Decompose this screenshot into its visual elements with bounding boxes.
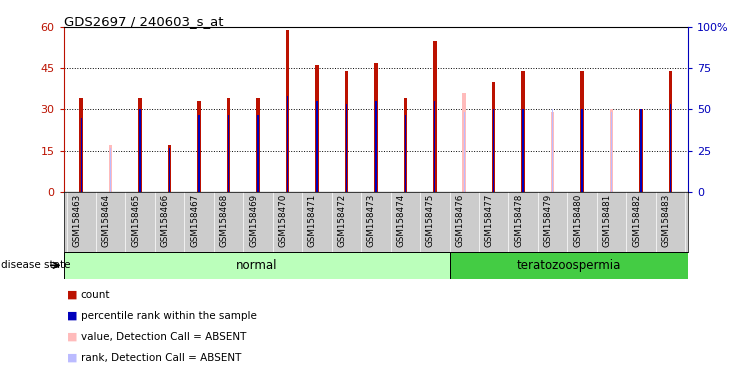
Bar (434, 101, 435, 192)
Bar (611, 112, 613, 192)
Text: normal: normal (236, 259, 278, 272)
Text: GSM158463: GSM158463 (73, 194, 82, 247)
Bar (522, 109, 524, 192)
Text: GSM158468: GSM158468 (220, 194, 229, 247)
Bar (315, 65, 319, 192)
Bar (345, 71, 348, 192)
Text: rank, Detection Call = ABSENT: rank, Detection Call = ABSENT (81, 353, 241, 363)
Bar (228, 115, 230, 192)
Bar (405, 115, 406, 192)
Text: GSM158475: GSM158475 (426, 194, 435, 247)
Text: GSM158466: GSM158466 (161, 194, 170, 247)
Text: GDS2697 / 240603_s_at: GDS2697 / 240603_s_at (64, 15, 223, 28)
Text: GSM158481: GSM158481 (603, 194, 612, 247)
Text: GSM158483: GSM158483 (661, 194, 670, 247)
Text: GSM158479: GSM158479 (544, 194, 553, 247)
Bar (64, 252, 450, 279)
Bar (580, 71, 584, 192)
Bar (433, 41, 437, 192)
Text: GSM158480: GSM158480 (573, 194, 582, 247)
Text: GSM158470: GSM158470 (278, 194, 287, 247)
Bar (168, 145, 171, 192)
Bar (79, 98, 83, 192)
Bar (521, 71, 525, 192)
Bar (610, 109, 613, 192)
Bar (257, 98, 260, 192)
Bar (640, 109, 642, 192)
Bar (286, 30, 289, 192)
Bar (462, 93, 466, 192)
Bar (316, 101, 318, 192)
Bar (552, 109, 554, 192)
Bar (669, 104, 671, 192)
Text: value, Detection Call = ABSENT: value, Detection Call = ABSENT (81, 332, 246, 342)
Text: GSM158474: GSM158474 (396, 194, 405, 247)
Text: disease state: disease state (1, 260, 70, 270)
Text: GSM158482: GSM158482 (632, 194, 641, 247)
Text: GSM158478: GSM158478 (514, 194, 523, 247)
Bar (346, 104, 347, 192)
Bar (257, 115, 259, 192)
Bar (286, 96, 288, 192)
Bar (138, 98, 142, 192)
Text: ■: ■ (67, 311, 78, 321)
Text: count: count (81, 290, 110, 300)
Bar (493, 109, 494, 192)
Text: GSM158467: GSM158467 (190, 194, 199, 247)
Bar (198, 115, 200, 192)
Text: teratozoospermia: teratozoospermia (517, 259, 622, 272)
Text: GSM158472: GSM158472 (337, 194, 346, 247)
Text: GSM158465: GSM158465 (131, 194, 140, 247)
Bar (375, 101, 376, 192)
Bar (492, 82, 495, 192)
Bar (197, 101, 201, 192)
Bar (139, 109, 141, 192)
Bar (110, 148, 111, 192)
Text: ■: ■ (67, 353, 78, 363)
Bar (109, 145, 112, 192)
Bar (374, 63, 378, 192)
Bar (227, 98, 230, 192)
Bar (640, 109, 643, 192)
Text: GSM158464: GSM158464 (102, 194, 111, 247)
Bar (169, 148, 171, 192)
Bar (450, 252, 688, 279)
Text: ■: ■ (67, 290, 78, 300)
Text: GSM158473: GSM158473 (367, 194, 375, 247)
Bar (404, 98, 407, 192)
Text: GSM158477: GSM158477 (485, 194, 494, 247)
Text: GSM158476: GSM158476 (456, 194, 465, 247)
Text: percentile rank within the sample: percentile rank within the sample (81, 311, 257, 321)
Bar (669, 71, 672, 192)
Bar (464, 112, 465, 192)
Text: ■: ■ (67, 332, 78, 342)
Bar (581, 109, 583, 192)
Text: GSM158471: GSM158471 (308, 194, 317, 247)
Bar (81, 118, 82, 192)
Bar (551, 112, 554, 192)
Text: GSM158469: GSM158469 (249, 194, 258, 247)
